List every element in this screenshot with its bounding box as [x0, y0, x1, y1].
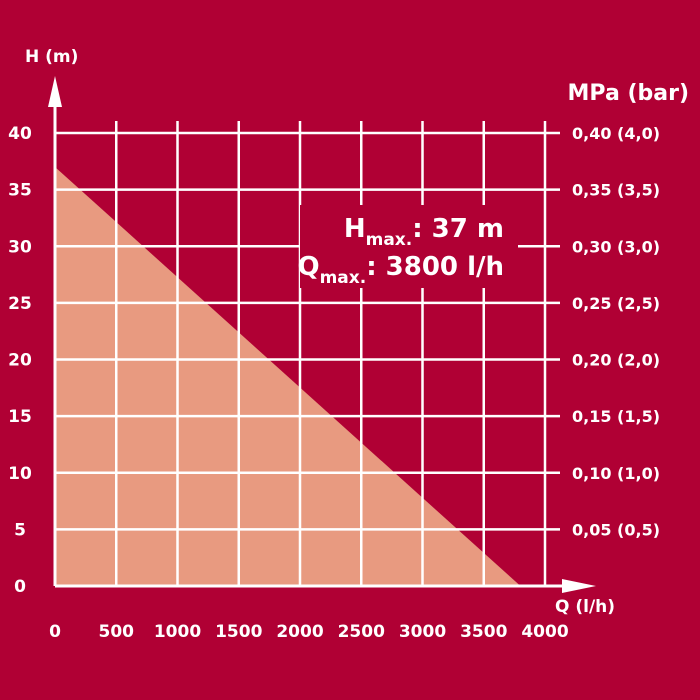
- tick-layer: 0 500 1000 1500 2000 2500 3000 3500 4000 0 5 10 15 20…: [8, 124, 660, 642]
- y2-tick-label: 0,20 (2,0): [572, 351, 660, 370]
- x-tick-label: 1000: [154, 622, 201, 642]
- hmax-value: : 37 m: [412, 214, 504, 244]
- y2-tick-label: 0,15 (1,5): [572, 407, 660, 426]
- y-tick-label: 10: [8, 464, 32, 484]
- axes-layer: [48, 76, 596, 593]
- y2-tick-label: 0,35 (3,5): [572, 181, 660, 200]
- x-tick-label: 4000: [521, 622, 568, 642]
- label-layer: H (m) MPa (bar) Q (l/h): [25, 47, 689, 617]
- performance-area-0: [55, 166, 521, 586]
- x-axis-arrow: [562, 579, 596, 593]
- y-axis-label: H (m): [25, 47, 78, 67]
- area-layer: [55, 166, 521, 586]
- x-tick-label: 0: [49, 622, 61, 642]
- y2-tick-label: 0,05 (0,5): [572, 520, 660, 539]
- annotation-layer: Hmax.: 37 m Qmax.: 3800 l/h: [297, 205, 518, 288]
- y-tick-label: 30: [8, 237, 32, 257]
- y-tick-label: 20: [8, 351, 32, 371]
- qmax-subscript: max.: [320, 268, 367, 288]
- y2-tick-label: 0,10 (1,0): [572, 464, 660, 483]
- y2-tick-label: 0,25 (2,5): [572, 294, 660, 313]
- annotation-backdrop: [300, 205, 518, 288]
- qmax-symbol: Q: [297, 252, 319, 282]
- x-tick-label: 2500: [338, 622, 385, 642]
- x-axis-label: Q (l/h): [555, 597, 615, 617]
- qmax-value: : 3800 l/h: [366, 252, 504, 282]
- y-tick-label: 0: [14, 577, 26, 597]
- y2-axis-label: MPa (bar): [568, 81, 689, 106]
- y2-tick-label: 0,40 (4,0): [572, 124, 660, 143]
- y-tick-label: 40: [8, 124, 32, 144]
- x-tick-label: 2000: [276, 622, 323, 642]
- hmax-symbol: H: [344, 214, 366, 244]
- x-tick-label: 1500: [215, 622, 262, 642]
- y-tick-label: 5: [14, 520, 26, 540]
- qmax-annotation: Qmax.: 3800 l/h: [297, 252, 504, 288]
- x-tick-label: 3000: [399, 622, 446, 642]
- y-tick-label: 35: [8, 181, 32, 201]
- y2-tick-label: 0,30 (3,0): [572, 237, 660, 256]
- y-axis-arrow: [48, 76, 62, 107]
- hmax-annotation: Hmax.: 37 m: [344, 214, 504, 250]
- y-tick-label: 15: [8, 407, 32, 427]
- x-tick-label: 500: [99, 622, 135, 642]
- x-tick-label: 3500: [460, 622, 507, 642]
- y-tick-label: 25: [8, 294, 32, 314]
- hmax-subscript: max.: [366, 230, 413, 250]
